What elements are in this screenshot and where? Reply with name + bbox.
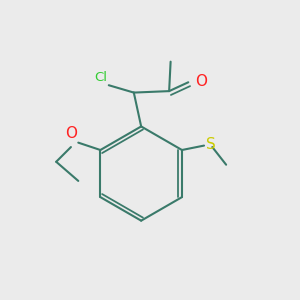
Text: S: S [206, 137, 216, 152]
Text: O: O [195, 74, 207, 89]
Text: O: O [65, 126, 77, 141]
Text: Cl: Cl [94, 71, 107, 84]
